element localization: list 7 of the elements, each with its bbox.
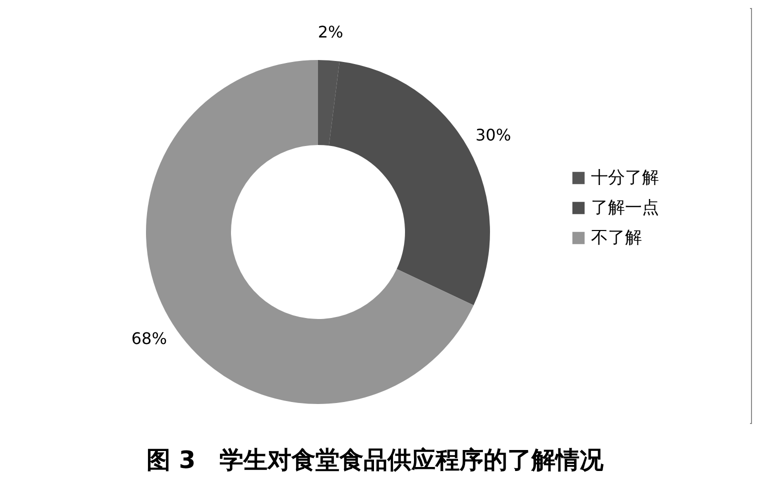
legend-label: 十分了解 [591, 168, 659, 188]
data-label: 30% [475, 126, 512, 145]
legend-label: 了解一点 [591, 198, 659, 218]
legend-label: 不了解 [591, 228, 642, 248]
data-label: 68% [131, 329, 167, 348]
text: 图 3 学生对食堂食品供应程序的了解情况 [146, 446, 605, 474]
data-label: 2% [318, 22, 344, 42]
